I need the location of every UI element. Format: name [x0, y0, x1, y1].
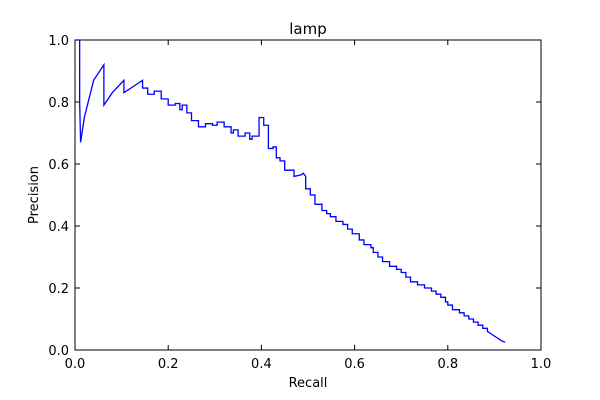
y-tick-label: 0.2 — [48, 282, 69, 297]
y-tick-label: 0.0 — [48, 344, 69, 359]
x-tick-label: 0.2 — [158, 357, 179, 372]
x-tick-label: 1.0 — [531, 357, 552, 372]
y-axis-title: Precision — [27, 166, 42, 224]
y-tick-label: 0.8 — [48, 96, 69, 111]
plot-frame — [74, 39, 542, 351]
x-tick-label: 0.8 — [437, 357, 458, 372]
x-tick-label: 0.0 — [65, 357, 86, 372]
chart-title: lamp — [289, 20, 327, 38]
y-tick-label: 0.6 — [48, 158, 69, 173]
axis-ticks — [74, 39, 542, 351]
axis-tick-labels: 0.0 0.2 0.4 0.6 0.8 1.0 0.0 0.2 0.4 0.6 0.8 1.0 — [48, 34, 551, 372]
x-tick-label: 0.4 — [251, 357, 272, 372]
y-tick-label: 0.4 — [48, 220, 69, 235]
x-axis-title: Recall — [289, 376, 328, 391]
precision-recall-line — [75, 39, 506, 343]
y-tick-label: 1.0 — [48, 34, 69, 49]
x-tick-label: 0.6 — [344, 357, 365, 372]
